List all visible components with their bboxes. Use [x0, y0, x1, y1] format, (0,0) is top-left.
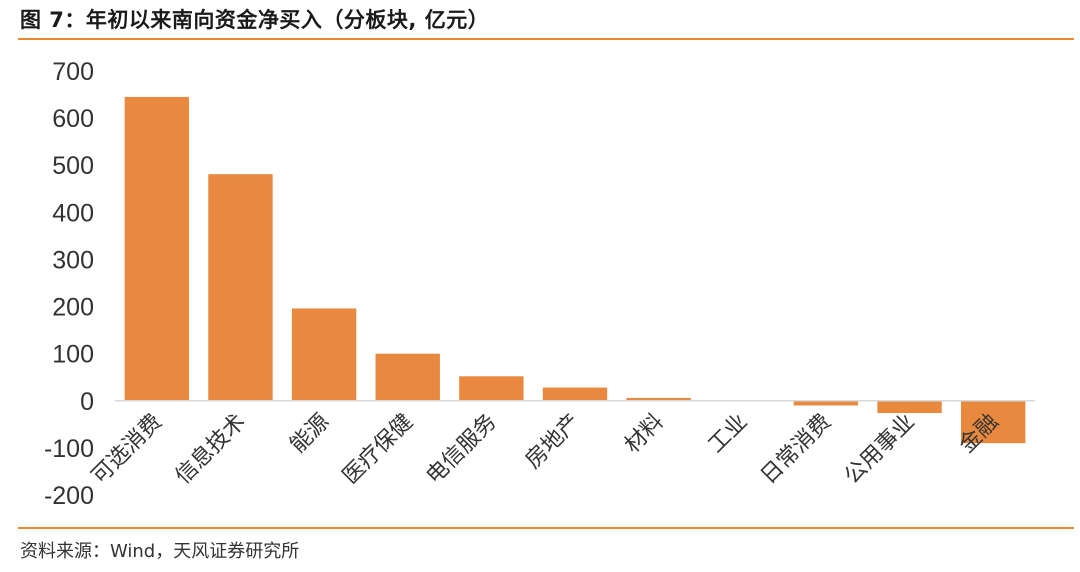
bar: [208, 174, 273, 401]
x-tick-label: 材料: [620, 409, 669, 458]
x-tick-label: 电信服务: [422, 409, 502, 489]
bars: [124, 96, 1026, 444]
x-tick-label: 信息技术: [171, 409, 251, 489]
bar: [375, 353, 440, 401]
source-note: 资料来源：Wind，天风证券研究所: [20, 541, 300, 562]
bar: [542, 387, 608, 401]
x-tick-label: 日常消费: [756, 409, 836, 489]
y-tick-label: 600: [52, 105, 94, 133]
x-tick-label: 工业: [704, 409, 753, 458]
x-tick-label: 能源: [286, 409, 335, 458]
y-tick-label: 400: [52, 199, 94, 227]
bar: [291, 308, 357, 401]
y-tick-label: -100: [44, 435, 94, 463]
bar: [124, 96, 190, 401]
y-tick-label: -200: [44, 482, 94, 510]
bar: [960, 400, 1026, 444]
bottom-rule: [18, 527, 1074, 529]
x-axis: 可选消费 信息技术 能源 医疗保健 电信服务 房地产 材料 工业 日常消费 公用事业 金融: [87, 409, 1003, 489]
figure-title: 图 7：年初以来南向资金净买入（分板块, 亿元）: [20, 8, 490, 32]
bar: [877, 400, 942, 414]
y-tick-label: 200: [52, 294, 94, 322]
y-tick-label: 0: [80, 388, 94, 416]
x-tick-label: 房地产: [521, 409, 585, 473]
x-tick-label: 公用事业: [840, 409, 920, 489]
top-rule: [18, 38, 1074, 40]
y-tick-label: 700: [52, 58, 94, 86]
x-tick-label: 可选消费: [87, 409, 167, 489]
bar: [626, 397, 691, 401]
y-tick-label: 300: [52, 246, 94, 274]
bar: [459, 376, 524, 401]
y-axis: 700 600 500 400 300 200 100 0 -100 -200: [44, 58, 94, 510]
x-tick-label: 医疗保健: [338, 409, 418, 489]
y-tick-label: 100: [52, 341, 94, 369]
bar: [793, 400, 859, 406]
y-tick-label: 500: [52, 152, 94, 180]
